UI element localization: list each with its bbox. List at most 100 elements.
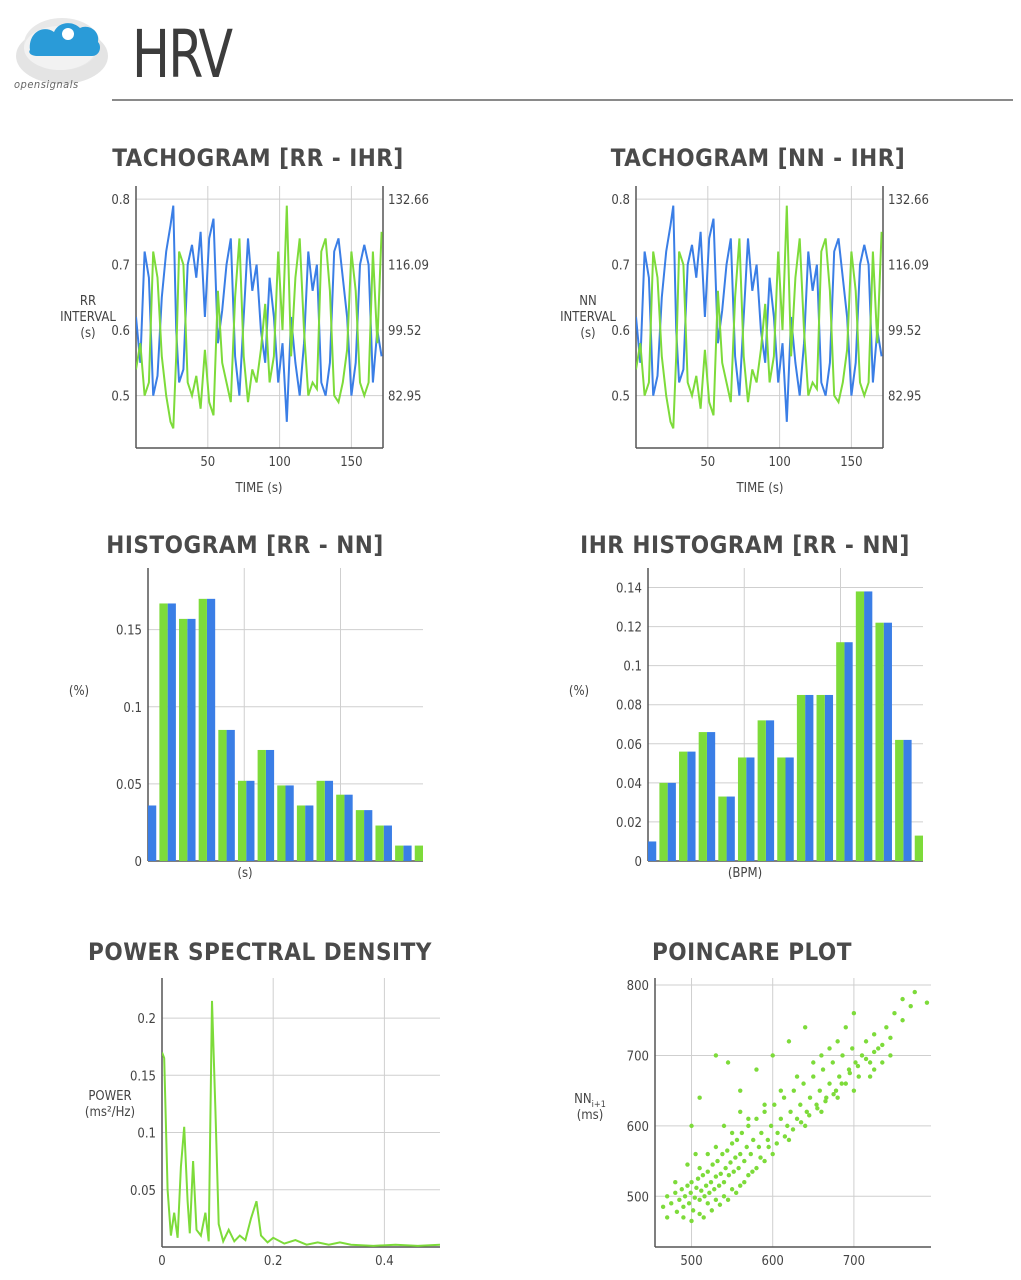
scatter-point — [762, 1158, 767, 1164]
series-line-green — [636, 205, 883, 429]
y-tick-label: 0.14 — [616, 582, 642, 597]
scatter-point — [863, 1056, 869, 1062]
histogram-bar-green — [218, 729, 227, 861]
x-axis-label: TIME (s) — [735, 481, 783, 496]
y2-tick-label: 99.52 — [888, 324, 921, 339]
scatter-point — [819, 1053, 824, 1058]
scatter-point — [778, 1116, 784, 1122]
logo-wordmark: opensignals — [14, 78, 79, 91]
scatter-point — [871, 1067, 877, 1072]
scatter-point — [723, 1165, 728, 1171]
y-tick-label: 500 — [627, 1190, 649, 1205]
histogram-bar-green — [159, 603, 168, 861]
histogram-bar-green — [718, 796, 727, 861]
scatter-point — [734, 1137, 740, 1143]
histogram-bar-blue — [667, 782, 676, 861]
scatter-point — [811, 1060, 816, 1065]
scatter-point — [710, 1162, 715, 1167]
y-tick-label: 0.05 — [116, 778, 142, 793]
x-tick-label: 100 — [268, 455, 290, 470]
scatter-point — [681, 1204, 686, 1210]
x-tick-label: 150 — [840, 455, 862, 470]
y-tick-label: 0.1 — [123, 701, 142, 716]
scatter-point — [798, 1102, 803, 1107]
chart-title: IHR HISTOGRAM [RR - NN] — [580, 531, 910, 559]
scatter-point — [685, 1162, 690, 1167]
y2-tick-label: 82.95 — [888, 390, 921, 405]
scatter-point — [859, 1053, 865, 1058]
histogram-bar-green — [757, 720, 766, 861]
histogram-bar-green — [659, 782, 668, 861]
scatter-point — [709, 1208, 715, 1213]
scatter-point — [853, 1060, 858, 1065]
x-tick-label: 0.4 — [375, 1254, 394, 1269]
scatter-point — [742, 1180, 747, 1185]
scatter-point — [802, 1123, 808, 1129]
y-tick-label: 0.7 — [111, 259, 130, 274]
scatter-point — [785, 1123, 790, 1129]
scatter-point — [804, 1109, 809, 1114]
histogram-bar-blue — [648, 841, 657, 861]
y-tick-label: 0.06 — [616, 738, 642, 753]
y-tick-label: 0 — [635, 855, 642, 870]
scatter-point — [811, 1074, 816, 1079]
scatter-point — [697, 1197, 702, 1203]
scatter-point — [673, 1190, 678, 1195]
scatter-point — [690, 1208, 696, 1213]
histogram-bar-green — [336, 794, 345, 861]
scatter-point — [892, 1011, 897, 1016]
scatter-point — [715, 1158, 720, 1164]
scatter-point — [697, 1095, 702, 1100]
y-tick-label: 0.15 — [116, 624, 142, 639]
y-axis-label: (%) — [569, 684, 589, 699]
scatter-point — [689, 1123, 694, 1129]
scatter-point — [686, 1201, 692, 1206]
histogram-bar-blue — [746, 757, 755, 861]
page-title: HRV — [132, 16, 233, 93]
scatter-point — [701, 1215, 706, 1220]
histogram-bar-blue — [687, 751, 696, 861]
scatter-point — [712, 1187, 717, 1192]
scatter-point — [762, 1109, 767, 1114]
scatter-point — [770, 1151, 775, 1157]
scatter-point — [924, 1000, 930, 1005]
scatter-point — [720, 1151, 725, 1157]
scatter-point — [733, 1155, 738, 1160]
chart-title: POINCARE PLOT — [652, 938, 852, 966]
scatter-point — [739, 1130, 745, 1136]
scatter-point — [673, 1180, 678, 1185]
histogram-bar-green — [836, 642, 845, 861]
histogram-bar-green — [237, 780, 247, 861]
scatter-point — [677, 1197, 682, 1203]
scatter-point — [888, 1053, 893, 1058]
scatter-point — [689, 1218, 694, 1224]
histogram-bar-green — [179, 618, 188, 861]
y-axis-label: INTERVAL — [60, 310, 116, 325]
scatter-point — [871, 1049, 877, 1055]
histogram-bar-blue — [383, 825, 392, 861]
histogram-bar-blue — [344, 794, 353, 861]
x-tick-label: 0 — [158, 1254, 165, 1269]
y-tick-label: 0.6 — [611, 324, 630, 339]
scatter-point — [798, 1120, 804, 1125]
scatter-point — [827, 1046, 832, 1051]
scatter-point — [766, 1144, 771, 1150]
histogram-bar-blue — [883, 622, 892, 861]
scatter-point — [728, 1160, 733, 1165]
y2-tick-label: 132.66 — [888, 193, 929, 208]
scatter-point — [802, 1025, 808, 1030]
scatter-point — [814, 1102, 819, 1107]
scatter-point — [786, 1137, 792, 1143]
scatter-point — [900, 996, 905, 1002]
scatter-point — [713, 1174, 719, 1179]
scatter-point — [908, 1003, 913, 1009]
scatter-point — [725, 1060, 731, 1065]
histogram-bar-green — [375, 825, 384, 861]
scatter-point — [790, 1127, 796, 1132]
y-axis-label-subscript: i+1 — [592, 1100, 606, 1110]
scatter-point — [880, 1060, 885, 1065]
scatter-point — [733, 1190, 739, 1195]
scatter-point — [674, 1209, 680, 1214]
